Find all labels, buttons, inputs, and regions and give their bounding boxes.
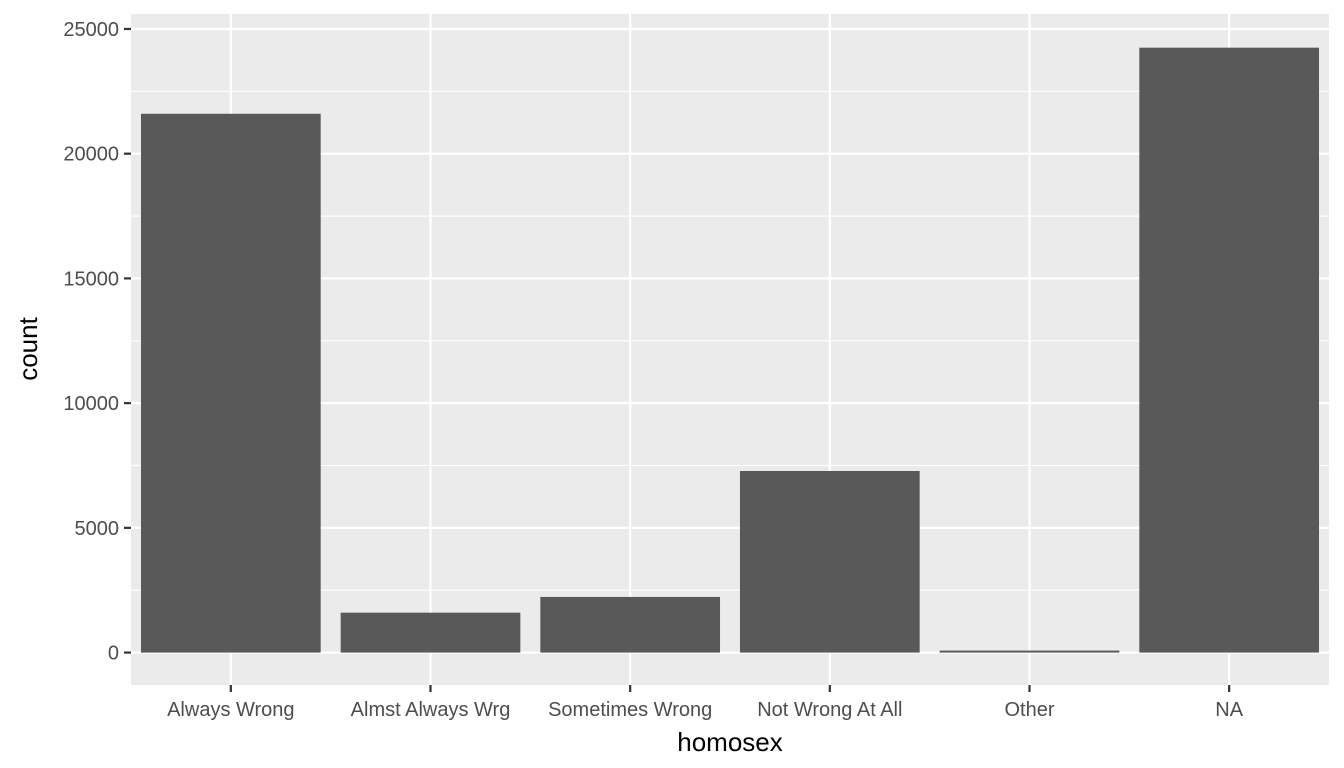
bar: [540, 596, 721, 653]
y-tick-label: 15000: [63, 268, 119, 290]
x-tick-label: Not Wrong At All: [757, 699, 902, 721]
bar: [939, 650, 1120, 653]
minor-gridlines: [131, 90, 1329, 591]
bar: [739, 470, 920, 653]
y-tick-label: 5000: [75, 518, 120, 540]
x-tick-label: Other: [1004, 699, 1054, 721]
x-tick-label: NA: [1215, 699, 1243, 721]
major-gridlines: [131, 14, 1329, 685]
y-axis: 0 5000 10000 15000 20000 25000: [63, 19, 131, 665]
y-axis-title: count: [13, 316, 43, 380]
x-axis: Always Wrong Almst Always Wrg Sometimes Wr…: [167, 685, 1244, 721]
bar: [340, 612, 521, 653]
y-tick-label: 20000: [63, 144, 119, 166]
bars: [140, 47, 1320, 653]
y-tick-label: 25000: [63, 19, 119, 41]
x-tick-label: Almst Always Wrg: [351, 699, 511, 721]
x-axis-title: homosex: [677, 727, 783, 757]
bar: [1139, 47, 1320, 653]
x-tick-label: Always Wrong: [167, 699, 294, 721]
plot-panel: [131, 14, 1329, 685]
y-tick-label: 0: [108, 643, 119, 665]
x-tick-label: Sometimes Wrong: [548, 699, 712, 721]
y-tick-label: 10000: [63, 393, 119, 415]
bar: [140, 113, 321, 653]
